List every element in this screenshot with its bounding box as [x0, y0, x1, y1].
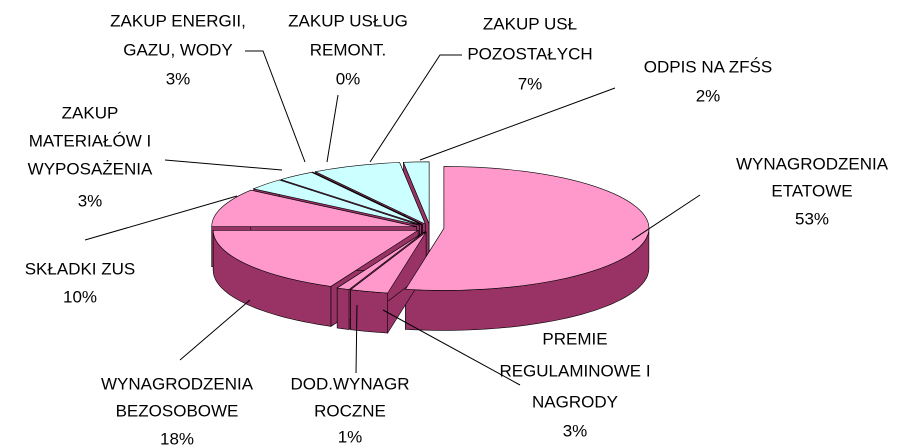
- leader-line: [631, 194, 701, 241]
- slice-label: REMONT.: [310, 40, 387, 59]
- slice-label: REGULAMINOWE I: [499, 361, 650, 380]
- leader-line: [355, 304, 358, 374]
- slice: [336, 231, 425, 290]
- slice-label: WYNAGRODZENIA: [101, 374, 254, 393]
- slice-label: NAGRODY: [532, 392, 618, 411]
- value-label: 18%: [160, 429, 194, 448]
- slice: [312, 171, 423, 225]
- slice-label: SKŁADKI ZUS: [25, 259, 136, 278]
- slice-label: ZAKUP USŁ: [483, 14, 577, 33]
- leader-line: [369, 54, 462, 163]
- value-label: 3%: [166, 69, 191, 88]
- value-label: 3%: [563, 421, 588, 440]
- slice-label: GAZU, WODY: [123, 40, 233, 59]
- slice: [314, 162, 426, 225]
- slice-label: POZOSTAŁYCH: [467, 44, 592, 63]
- value-label: 2%: [696, 86, 721, 105]
- slice-label: ODPIS NA ZFŚS: [644, 57, 772, 76]
- slice-label: ROCZNE: [314, 401, 386, 420]
- slice-label: WYNAGRODZENIA: [736, 154, 889, 173]
- leader-line: [326, 94, 339, 163]
- slice-label: PREMIE: [542, 329, 607, 348]
- leader-line: [179, 299, 251, 361]
- value-label: 53%: [795, 209, 829, 228]
- slice: [252, 179, 420, 226]
- slice: [349, 231, 427, 294]
- value-label: 0%: [336, 69, 361, 88]
- slice: [402, 161, 430, 224]
- slice-label: ZAKUP USŁUG: [288, 11, 408, 30]
- slice-side: [350, 289, 388, 334]
- slice-label: WYPOSAŻENIA: [28, 159, 153, 178]
- slice: [404, 166, 650, 291]
- leader-line: [382, 309, 521, 386]
- slice-label: ETATOWE: [771, 181, 852, 200]
- slice-label: ZAKUP ENERGII,: [110, 11, 246, 30]
- slice-label: DOD.WYNAGR: [291, 374, 410, 393]
- value-label: 7%: [518, 74, 543, 93]
- slice: [211, 189, 417, 228]
- value-label: 3%: [78, 191, 103, 210]
- slice-side: [336, 287, 350, 330]
- leader-line: [164, 159, 283, 171]
- slice-label: ZAKUP: [62, 103, 119, 122]
- value-label: 1%: [338, 427, 363, 446]
- leader-line: [84, 195, 238, 241]
- slice-label: BEZOSOBOWE: [116, 401, 239, 420]
- leader-line: [419, 87, 616, 161]
- slice: [280, 171, 422, 225]
- slice: [212, 229, 420, 287]
- slice-label: MATERIAŁÓW I: [29, 131, 151, 150]
- leader-line: [245, 50, 306, 163]
- value-label: 10%: [63, 287, 97, 306]
